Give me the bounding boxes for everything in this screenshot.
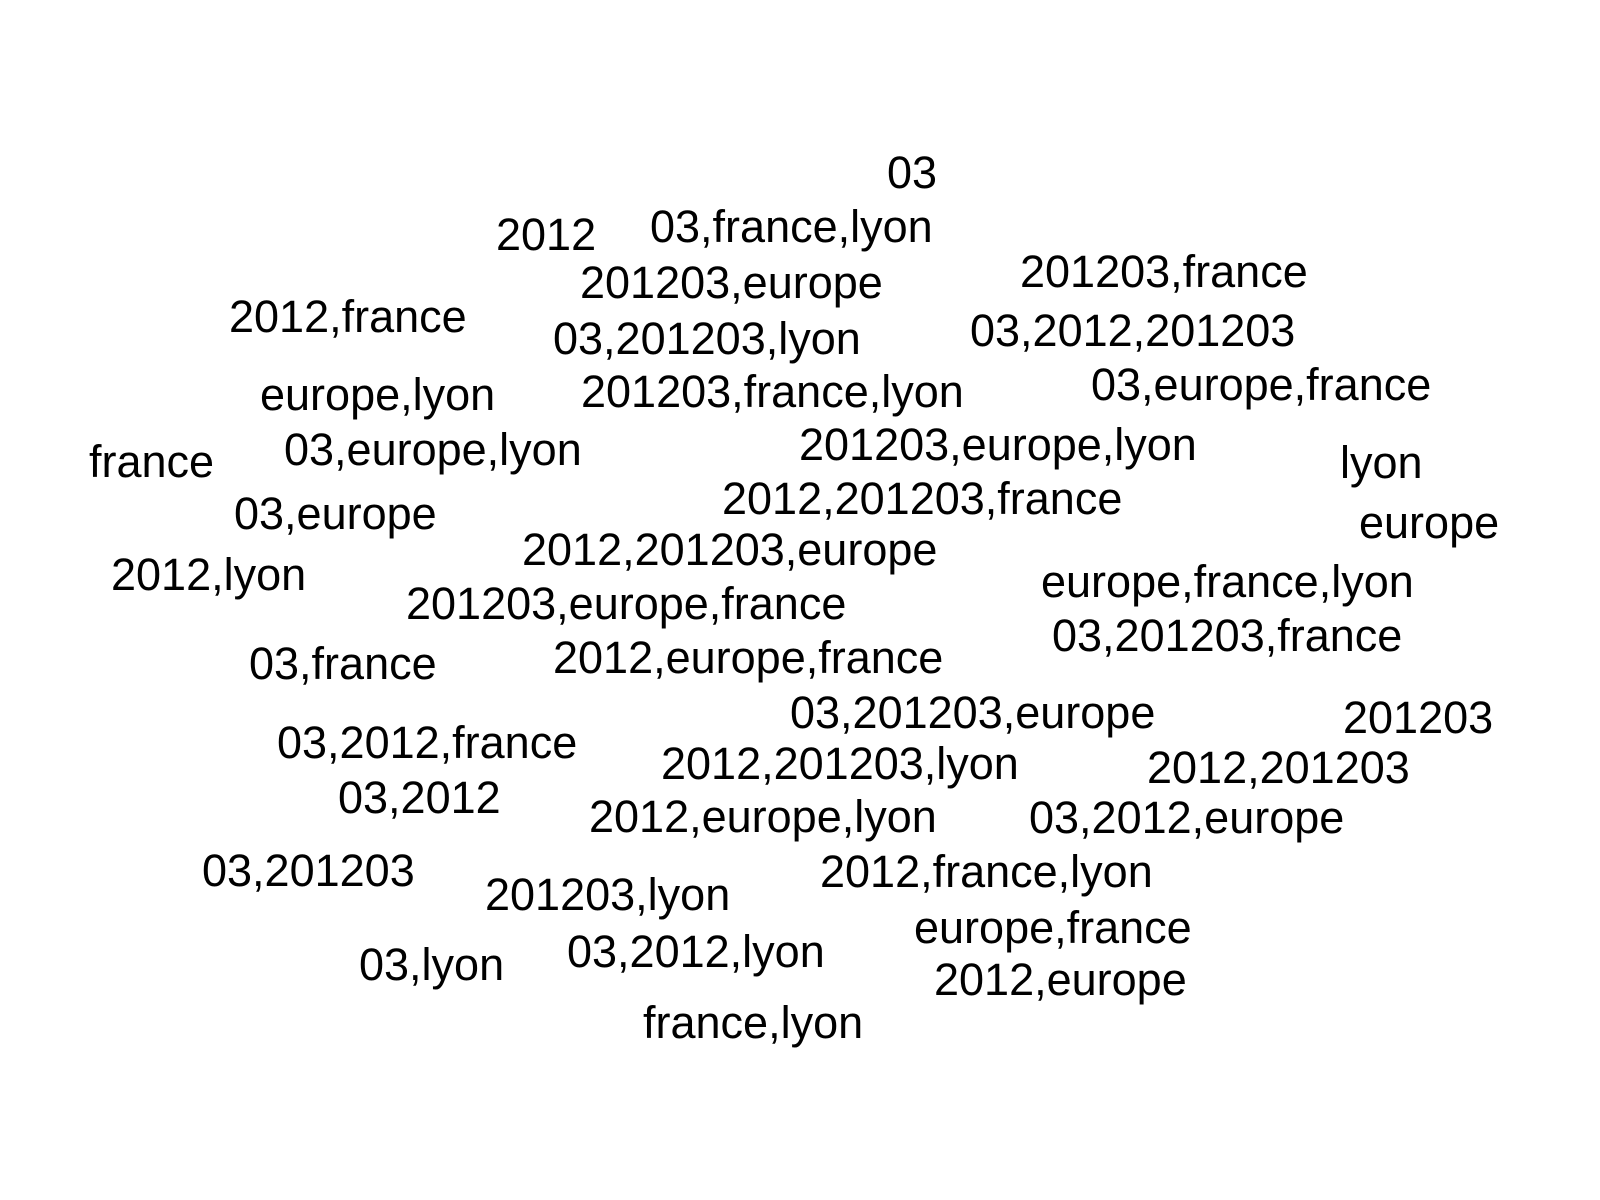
word: 201203 [1343,692,1494,743]
word: 2012,lyon [111,549,307,600]
word: 201203,france,lyon [581,366,964,417]
word: 201203,europe,lyon [799,419,1197,470]
word: 03 [887,147,938,198]
word: 03,france,lyon [650,201,933,252]
word: 03,lyon [359,939,505,990]
word: 03,europe [234,488,437,539]
word: europe,france,lyon [1041,556,1414,607]
word: 2012,france,lyon [820,846,1153,897]
word: 03,2012 [338,772,501,823]
word: 2012,201203 [1147,742,1410,793]
word: 03,201203,lyon [553,313,861,364]
word: 2012,europe,lyon [589,791,937,842]
word: 2012,france [229,291,467,342]
word: 201203,europe,france [406,578,847,629]
word: europe,lyon [260,369,496,420]
word: 03,france [249,638,437,689]
word: 2012,201203,europe [522,524,938,575]
word: 201203,france [1020,246,1308,297]
word: france [89,436,215,487]
word: 03,201203,france [1052,610,1403,661]
word: 03,europe,france [1091,359,1432,410]
word: france,lyon [643,997,864,1048]
word: europe [1359,497,1500,548]
word: 2012 [496,209,597,260]
word: europe,france [914,902,1192,953]
word: 03,201203 [202,845,415,896]
word: 2012,201203,lyon [661,738,1019,789]
word: 03,2012,201203 [970,305,1296,356]
word: 03,europe,lyon [284,424,582,475]
word: 2012,201203,france [722,473,1123,524]
word: 03,2012,france [277,717,578,768]
word: lyon [1340,437,1423,488]
word: 201203,europe [580,257,883,308]
word: 03,201203,europe [790,687,1156,738]
word: 2012,europe,france [553,632,944,683]
word: 201203,lyon [485,869,731,920]
word: 03,2012,europe [1029,792,1345,843]
word: 2012,europe [934,954,1187,1005]
word: 03,2012,lyon [567,926,825,977]
